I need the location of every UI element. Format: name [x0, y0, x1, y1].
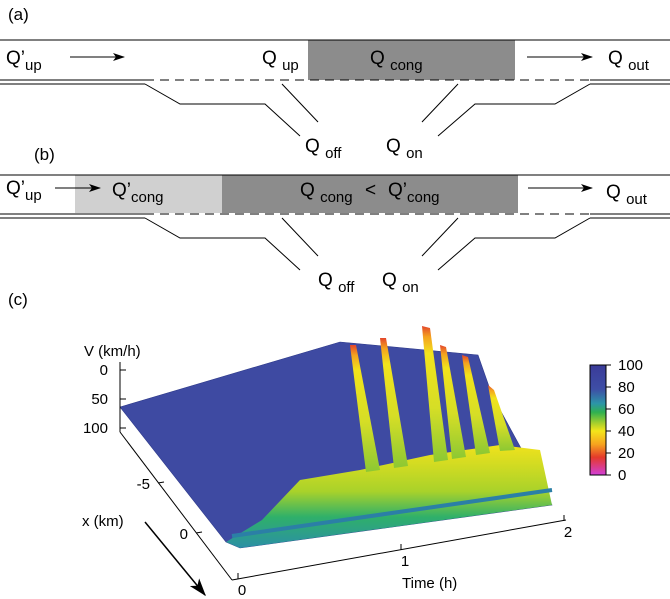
flow-label: Q off — [318, 270, 355, 296]
flow-label: Q on — [382, 270, 419, 296]
tick-mark — [195, 531, 203, 534]
upstream-congestion — [75, 175, 222, 213]
axis-title: x (km) — [82, 513, 124, 530]
x-tick-label: -5 — [137, 476, 150, 493]
flow-label: Q cong — [300, 180, 353, 206]
tick-mark — [157, 481, 165, 484]
panel-label: (b) — [34, 145, 55, 164]
flow-symbol: Q’ — [6, 178, 25, 199]
x-direction-arrow — [144, 521, 206, 597]
flow-subscript: out — [628, 57, 650, 74]
surface-peak — [488, 385, 515, 451]
flow-symbol: Q — [606, 182, 626, 203]
flow-subscript: off — [325, 145, 342, 162]
flow-label: Q cong — [370, 48, 423, 74]
time-tick-label: 1 — [401, 553, 409, 570]
flow-symbol: Q — [300, 180, 320, 201]
v-tick-label: 50 — [91, 391, 108, 408]
road-b — [0, 174, 670, 271]
flow-subscript: off — [338, 279, 355, 296]
flow-subscript: up — [25, 57, 42, 74]
surface-peak — [422, 326, 448, 462]
time-tick-label: 2 — [564, 524, 572, 541]
flow-symbol: Q — [262, 48, 282, 69]
colorbar-tick-label: 0 — [618, 467, 626, 484]
road-a — [0, 39, 670, 137]
colorbar — [589, 364, 607, 476]
x-axis-line — [119, 431, 233, 581]
flow-symbol: Q — [386, 136, 406, 157]
x-tick-label: 0 — [180, 526, 188, 543]
flow-symbol: Q — [382, 270, 402, 291]
flow-subscript: up — [282, 57, 299, 74]
flow-subscript: out — [626, 191, 648, 208]
surface-peak — [350, 345, 380, 472]
flow-subscript: cong — [390, 57, 423, 74]
flow-label: Q up — [262, 48, 299, 74]
v-tick-label: 100 — [83, 420, 108, 437]
axis-title: Time (h) — [402, 575, 457, 592]
surface-peak — [380, 338, 408, 468]
axis-title: V (km/h) — [84, 343, 141, 360]
flow-label: Q out — [608, 48, 650, 74]
flow-symbol: Q — [370, 48, 390, 69]
flow-symbol: Q’ — [6, 48, 25, 69]
panel-label: (a) — [8, 5, 29, 24]
flow-symbol: Q — [608, 48, 628, 69]
flow-subscript: on — [406, 145, 423, 162]
flow-subscript: up — [25, 187, 42, 204]
time-tick-label: 0 — [238, 582, 246, 599]
colorbar-tick-label: 60 — [618, 401, 635, 418]
flow-symbol: Q — [305, 136, 325, 157]
flow-label: Q off — [305, 136, 342, 162]
surface-plot — [119, 326, 607, 597]
time-axis-line — [231, 519, 567, 581]
flow-symbol: Q — [318, 270, 338, 291]
flow-subscript: on — [402, 279, 419, 296]
flow-symbol: Q’ — [388, 180, 407, 201]
colorbar-tick-label: 20 — [618, 445, 635, 462]
less-than: < — [365, 180, 376, 201]
flow-label: Q’cong — [388, 180, 440, 206]
colorbar-tick-label: 40 — [618, 423, 635, 440]
flow-label: Q’up — [6, 48, 42, 74]
flow-subscript: cong — [320, 189, 353, 206]
flow-symbol: Q’ — [112, 180, 131, 201]
panel-label: (c) — [8, 290, 28, 309]
flow-subscript: cong — [131, 189, 164, 206]
colorbar-tick-label: 80 — [618, 379, 635, 396]
congestion-zone — [222, 175, 518, 213]
flow-label: Q’up — [6, 178, 42, 204]
surface-peak — [462, 355, 490, 455]
v-tick-label: 0 — [100, 362, 108, 379]
flow-label: Q out — [606, 182, 648, 208]
surface-ridge — [226, 445, 552, 548]
colorbar-tick-label: 100 — [618, 357, 643, 374]
flow-label: Q’cong — [112, 180, 164, 206]
flow-subscript: cong — [407, 189, 440, 206]
surface-peak — [440, 345, 466, 459]
flow-label: Q on — [386, 136, 423, 162]
surface-stripe — [231, 488, 553, 538]
congestion-zone — [308, 40, 515, 80]
